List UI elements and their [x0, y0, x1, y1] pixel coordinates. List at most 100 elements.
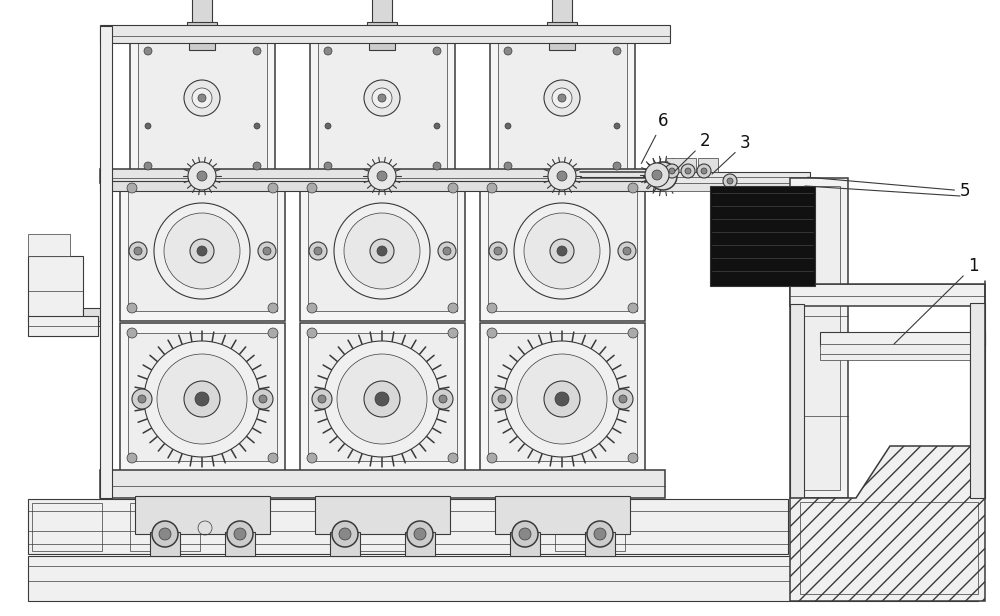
Circle shape — [681, 164, 695, 178]
Bar — [800, 502, 978, 594]
Circle shape — [613, 162, 621, 170]
Circle shape — [188, 162, 216, 190]
Circle shape — [307, 183, 317, 193]
Circle shape — [253, 162, 261, 170]
Circle shape — [192, 88, 212, 108]
Circle shape — [364, 381, 400, 417]
Circle shape — [197, 246, 207, 256]
Circle shape — [727, 178, 733, 184]
Circle shape — [487, 183, 497, 193]
Circle shape — [504, 341, 620, 457]
Circle shape — [152, 521, 178, 547]
Circle shape — [314, 247, 322, 255]
Polygon shape — [790, 446, 985, 601]
Circle shape — [623, 247, 631, 255]
Circle shape — [312, 389, 332, 409]
Bar — [488, 333, 637, 461]
Circle shape — [324, 162, 332, 170]
Circle shape — [544, 80, 580, 116]
Circle shape — [649, 162, 677, 190]
Circle shape — [324, 47, 332, 55]
Circle shape — [334, 203, 430, 299]
Circle shape — [550, 239, 574, 263]
Circle shape — [198, 94, 206, 102]
Bar — [970, 303, 985, 498]
Circle shape — [227, 521, 253, 547]
Bar — [150, 532, 180, 556]
Circle shape — [157, 354, 247, 444]
Circle shape — [433, 47, 441, 55]
Circle shape — [548, 162, 576, 190]
Circle shape — [505, 123, 511, 129]
Bar — [480, 323, 645, 471]
Bar — [189, 36, 215, 50]
Circle shape — [268, 328, 278, 338]
Bar — [658, 169, 670, 181]
Circle shape — [253, 47, 261, 55]
Circle shape — [127, 453, 137, 463]
Bar — [120, 181, 285, 321]
Bar — [100, 169, 665, 183]
Circle shape — [587, 521, 613, 547]
Bar — [367, 22, 397, 36]
Circle shape — [184, 80, 220, 116]
Bar — [547, 22, 577, 36]
Circle shape — [134, 247, 142, 255]
Bar — [315, 496, 450, 534]
Circle shape — [544, 381, 580, 417]
Circle shape — [512, 521, 538, 547]
Circle shape — [519, 528, 531, 540]
Circle shape — [268, 303, 278, 313]
Circle shape — [685, 168, 691, 174]
Circle shape — [439, 395, 447, 403]
Circle shape — [184, 381, 220, 417]
Circle shape — [487, 328, 497, 338]
Circle shape — [375, 392, 389, 406]
Circle shape — [628, 183, 638, 193]
Circle shape — [324, 341, 440, 457]
Circle shape — [558, 94, 566, 102]
Circle shape — [127, 303, 137, 313]
Circle shape — [307, 303, 317, 313]
Bar — [698, 158, 718, 172]
Circle shape — [652, 170, 662, 180]
Circle shape — [268, 183, 278, 193]
Circle shape — [234, 528, 246, 540]
Circle shape — [504, 162, 512, 170]
Bar — [790, 178, 848, 498]
Circle shape — [619, 395, 627, 403]
Circle shape — [489, 242, 507, 260]
Circle shape — [669, 168, 675, 174]
Bar — [318, 36, 447, 171]
Bar — [308, 333, 457, 461]
Bar — [498, 36, 627, 171]
Circle shape — [555, 392, 569, 406]
Bar — [970, 304, 984, 498]
Bar — [128, 333, 277, 461]
Bar — [28, 256, 83, 321]
Bar — [120, 323, 285, 471]
Circle shape — [253, 389, 273, 409]
Circle shape — [628, 303, 638, 313]
Circle shape — [164, 213, 240, 289]
Circle shape — [517, 354, 607, 444]
Circle shape — [613, 47, 621, 55]
Bar — [660, 183, 810, 191]
Circle shape — [657, 170, 669, 182]
Circle shape — [433, 389, 453, 409]
Bar — [138, 36, 267, 171]
Bar — [820, 344, 985, 360]
Bar — [28, 499, 788, 554]
Bar — [28, 234, 70, 256]
Circle shape — [332, 521, 358, 547]
Circle shape — [487, 303, 497, 313]
Circle shape — [318, 395, 326, 403]
Circle shape — [628, 453, 638, 463]
Circle shape — [370, 239, 394, 263]
Bar — [490, 26, 635, 181]
Circle shape — [144, 341, 260, 457]
Circle shape — [443, 247, 451, 255]
Circle shape — [723, 174, 737, 188]
Bar — [187, 22, 217, 36]
Circle shape — [514, 203, 610, 299]
